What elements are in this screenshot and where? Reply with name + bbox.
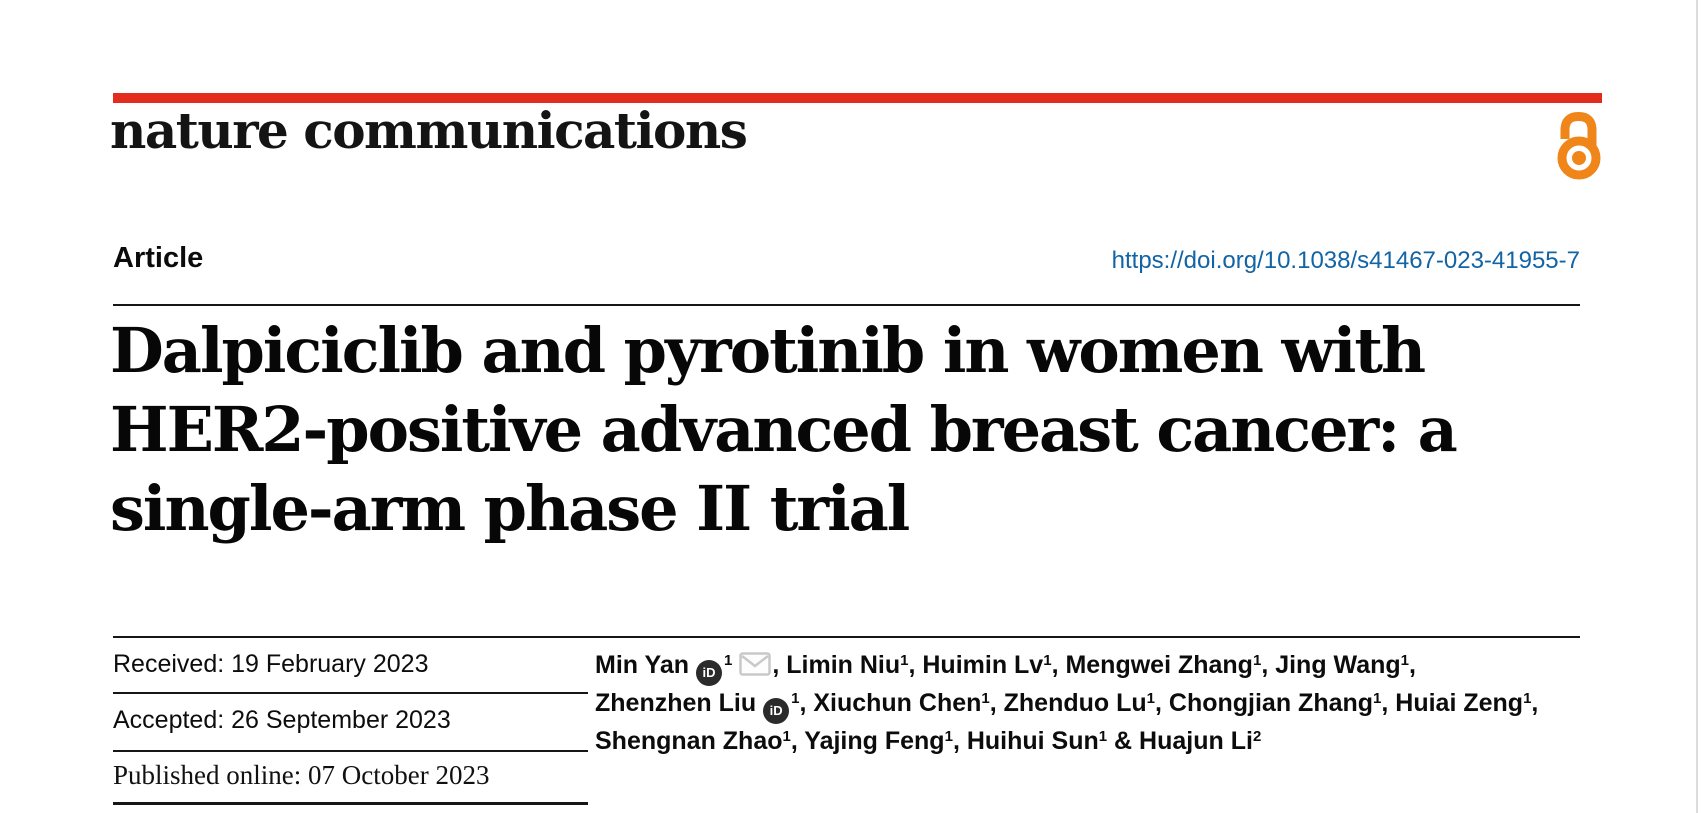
doi-link[interactable]: https://doi.org/10.1038/s41467-023-41955… <box>1111 247 1580 274</box>
author-name-text: & Huajun Li <box>1107 727 1253 755</box>
author-line: Shengnan Zhao1, Yajing Feng1, Huihui Sun… <box>595 724 1535 759</box>
history-top-divider <box>113 636 1580 638</box>
email-icon[interactable] <box>739 652 772 676</box>
author-list: Min Yan iD1, Limin Niu1, Huimin Lv1, Meng… <box>595 648 1539 759</box>
open-access-icon[interactable] <box>1556 110 1602 182</box>
author-name-text: , Mengwei Zhang <box>1051 651 1253 679</box>
author-name-text: , Xiuchun Chen <box>799 689 982 717</box>
paper-title-line-2: HER2-positive advanced breast cancer: a <box>110 393 1458 466</box>
paper-title-line-1: Dalpiciclib and pyrotinib in women with <box>110 314 1426 387</box>
author-name-text: , Jing Wang <box>1261 651 1401 679</box>
author-name-text: Shengnan Zhao <box>595 727 783 755</box>
orcid-icon[interactable]: iD <box>696 660 723 686</box>
received-date: Received: 19 February 2023 <box>113 650 429 678</box>
author-name-text: Min Yan <box>595 651 690 679</box>
author-name-text: , Huimin Lv <box>908 651 1044 679</box>
affiliation-superscript: 1 <box>1400 651 1409 669</box>
article-type-label: Article <box>113 242 204 274</box>
history-divider-3 <box>113 802 588 805</box>
affiliation-superscript: 1 <box>900 651 909 669</box>
author-name-text: , <box>1531 689 1539 717</box>
author-line: Zhenzhen Liu iD1, Xiuchun Chen1, Zhenduo … <box>595 686 1539 724</box>
author-name-text: , Yajing Feng <box>790 727 945 755</box>
history-divider-1 <box>113 692 588 694</box>
accepted-date: Accepted: 26 September 2023 <box>113 706 451 734</box>
affiliation-superscript: 1 <box>981 689 990 707</box>
published-date: Published online: 07 October 2023 <box>113 760 490 790</box>
author-name-text: , Huiai Zeng <box>1381 689 1524 717</box>
history-divider-2 <box>113 750 588 752</box>
page-edge-line <box>1696 0 1698 813</box>
affiliation-superscript: 1 <box>782 727 791 745</box>
affiliation-superscript: 1 <box>1252 651 1262 669</box>
affiliation-superscript: 2 <box>1252 727 1262 745</box>
author-name-text: , Huihui Sun <box>952 727 1099 755</box>
author-name-text: , <box>1409 651 1416 679</box>
affiliation-superscript: 1 <box>944 727 953 745</box>
author-line: Min Yan iD1, Limin Niu1, Huimin Lv1, Meng… <box>595 648 1535 686</box>
author-name-text: , Chongjian Zhang <box>1155 689 1374 717</box>
author-name-text: Zhenzhen Liu <box>595 689 757 717</box>
paper-title-line-3: single-arm phase II trial <box>110 472 910 545</box>
journal-logo: nature communications <box>110 101 748 160</box>
affiliation-superscript: 1 <box>1146 689 1156 707</box>
author-name-text: , Zhenduo Lu <box>989 689 1147 717</box>
affiliation-superscript: 1 <box>1098 727 1108 745</box>
author-name-text: , Limin Niu <box>772 651 901 679</box>
affiliation-superscript: 1 <box>724 651 733 669</box>
brand-red-bar <box>113 93 1602 103</box>
affiliation-superscript: 1 <box>1373 689 1382 707</box>
header-divider <box>113 304 1580 306</box>
paper-title: Dalpiciclib and pyrotinib in women with … <box>110 311 1570 548</box>
affiliation-superscript: 1 <box>791 689 800 707</box>
affiliation-superscript: 1 <box>1523 689 1532 707</box>
affiliation-superscript: 1 <box>1043 651 1052 669</box>
orcid-icon[interactable]: iD <box>763 698 790 724</box>
